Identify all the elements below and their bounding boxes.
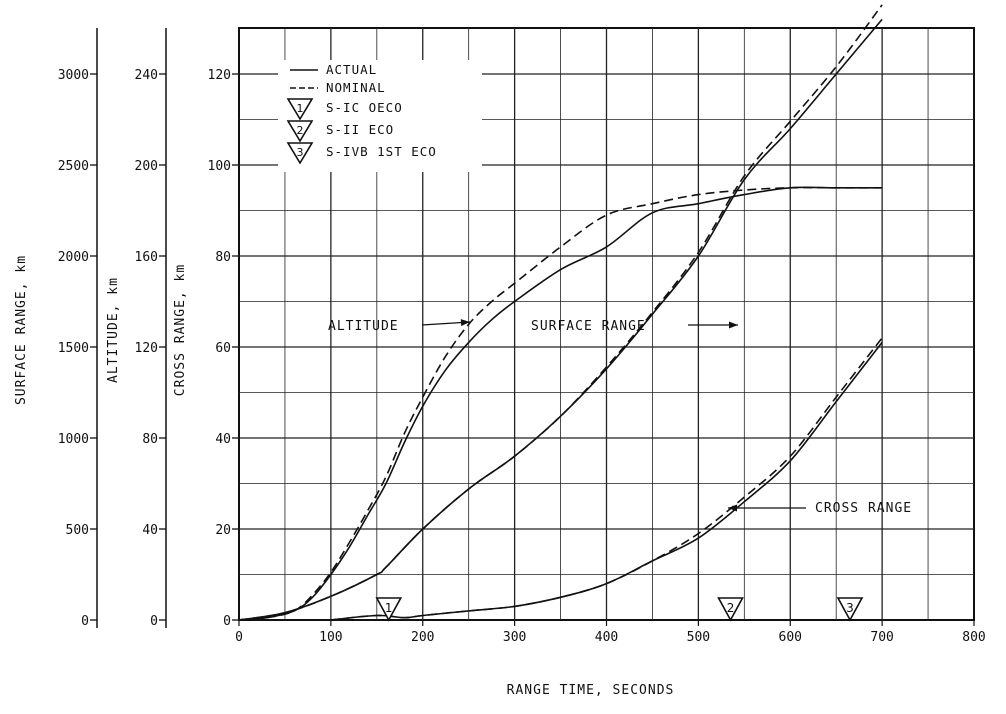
x-tick-label: 700 — [870, 630, 893, 645]
x-tick-label: 600 — [779, 630, 802, 645]
legend-box — [278, 60, 482, 172]
legend-marker-3 — [286, 142, 314, 165]
cross_range-tick-label: 80 — [215, 250, 231, 265]
legend-label-event3: S-IVB 1ST ECO — [326, 144, 437, 159]
legend-marker-2 — [286, 120, 314, 143]
legend-marker-number-2: 2 — [297, 124, 304, 137]
x-tick-label: 400 — [595, 630, 618, 645]
annotation-surface-range: SURFACE RANGE — [531, 319, 646, 334]
cross_range-axis-title: CROSS RANGE, km — [173, 264, 188, 396]
event-marker-3 — [836, 597, 864, 622]
cross_range-tick-label: 20 — [215, 523, 231, 538]
event-markers: 1 2 3 — [375, 597, 864, 622]
event-marker-label-2: 2 — [727, 601, 735, 615]
curve-annotations: ALTITUDE SURFACE RANGE CROSS RANGE — [328, 319, 912, 516]
annotation-altitude: ALTITUDE — [328, 319, 399, 334]
x-tick-label: 800 — [962, 630, 985, 645]
surface_range-tick-label: 1500 — [58, 341, 89, 356]
legend: ACTUAL NOMINAL 1 S-IC OECO 2 S-II ECO 3 S-IVB 1… — [278, 60, 482, 172]
x-tick-label: 300 — [503, 630, 526, 645]
cross_range-tick-label: 0 — [223, 614, 231, 629]
annotation-surface-range-arrowhead — [729, 321, 738, 329]
altitude-tick-label: 240 — [135, 68, 158, 83]
legend-marker-number-1: 1 — [297, 102, 304, 115]
altitude-tick-label: 160 — [135, 250, 158, 265]
event-marker-2 — [717, 597, 744, 622]
legend-label-event1: S-IC OECO — [326, 100, 403, 115]
altitude-tick-label: 120 — [135, 341, 158, 356]
annotation-cross-range: CROSS RANGE — [815, 501, 912, 516]
surface_range-tick-label: 3000 — [58, 68, 89, 83]
surface_range-axis-title: SURFACE RANGE, km — [14, 255, 29, 405]
legend-label-event2: S-II ECO — [326, 122, 394, 137]
altitude-tick-label: 200 — [135, 159, 158, 174]
legend-marker-number-3: 3 — [297, 146, 304, 159]
annotation-altitude-arrowhead — [460, 319, 470, 327]
surface_range-tick-label: 1000 — [58, 432, 89, 447]
x-tick-label: 200 — [411, 630, 434, 645]
cross_range-tick-label: 100 — [208, 159, 231, 174]
series-cross-range-nominal — [330, 337, 883, 621]
series-lines — [238, 4, 883, 621]
surface_range-tick-label: 2000 — [58, 250, 89, 265]
annotation-cross-range-arrowhead — [728, 504, 737, 512]
series-altitude-nominal — [238, 186, 883, 621]
event-marker-label-3: 3 — [846, 601, 854, 615]
cross_range-tick-label: 60 — [215, 341, 231, 356]
altitude-tick-label: 0 — [150, 614, 158, 629]
series-surface-range-nominal — [238, 4, 883, 621]
altitude-tick-label: 80 — [142, 432, 158, 447]
altitude-axis-title: ALTITUDE, km — [106, 277, 121, 383]
surface_range-tick-label: 2500 — [58, 159, 89, 174]
surface_range-tick-label: 500 — [66, 523, 89, 538]
x-tick-label: 0 — [235, 630, 243, 645]
series-altitude-actual — [238, 186, 883, 621]
x-tick-label: 100 — [319, 630, 342, 645]
x-axis-title: RANGE TIME, SECONDS — [507, 683, 675, 698]
surface_range-tick-label: 0 — [81, 614, 89, 629]
cross_range-tick-label: 120 — [208, 68, 231, 83]
event-marker-1 — [375, 597, 403, 622]
altitude-tick-label: 40 — [142, 523, 158, 538]
x-tick-label: 500 — [687, 630, 710, 645]
legend-marker-1 — [286, 98, 314, 121]
legend-label-actual: ACTUAL — [326, 62, 377, 77]
cross_range-tick-label: 40 — [215, 432, 231, 447]
legend-label-nominal: NOMINAL — [326, 80, 386, 95]
event-marker-label-1: 1 — [385, 601, 393, 615]
